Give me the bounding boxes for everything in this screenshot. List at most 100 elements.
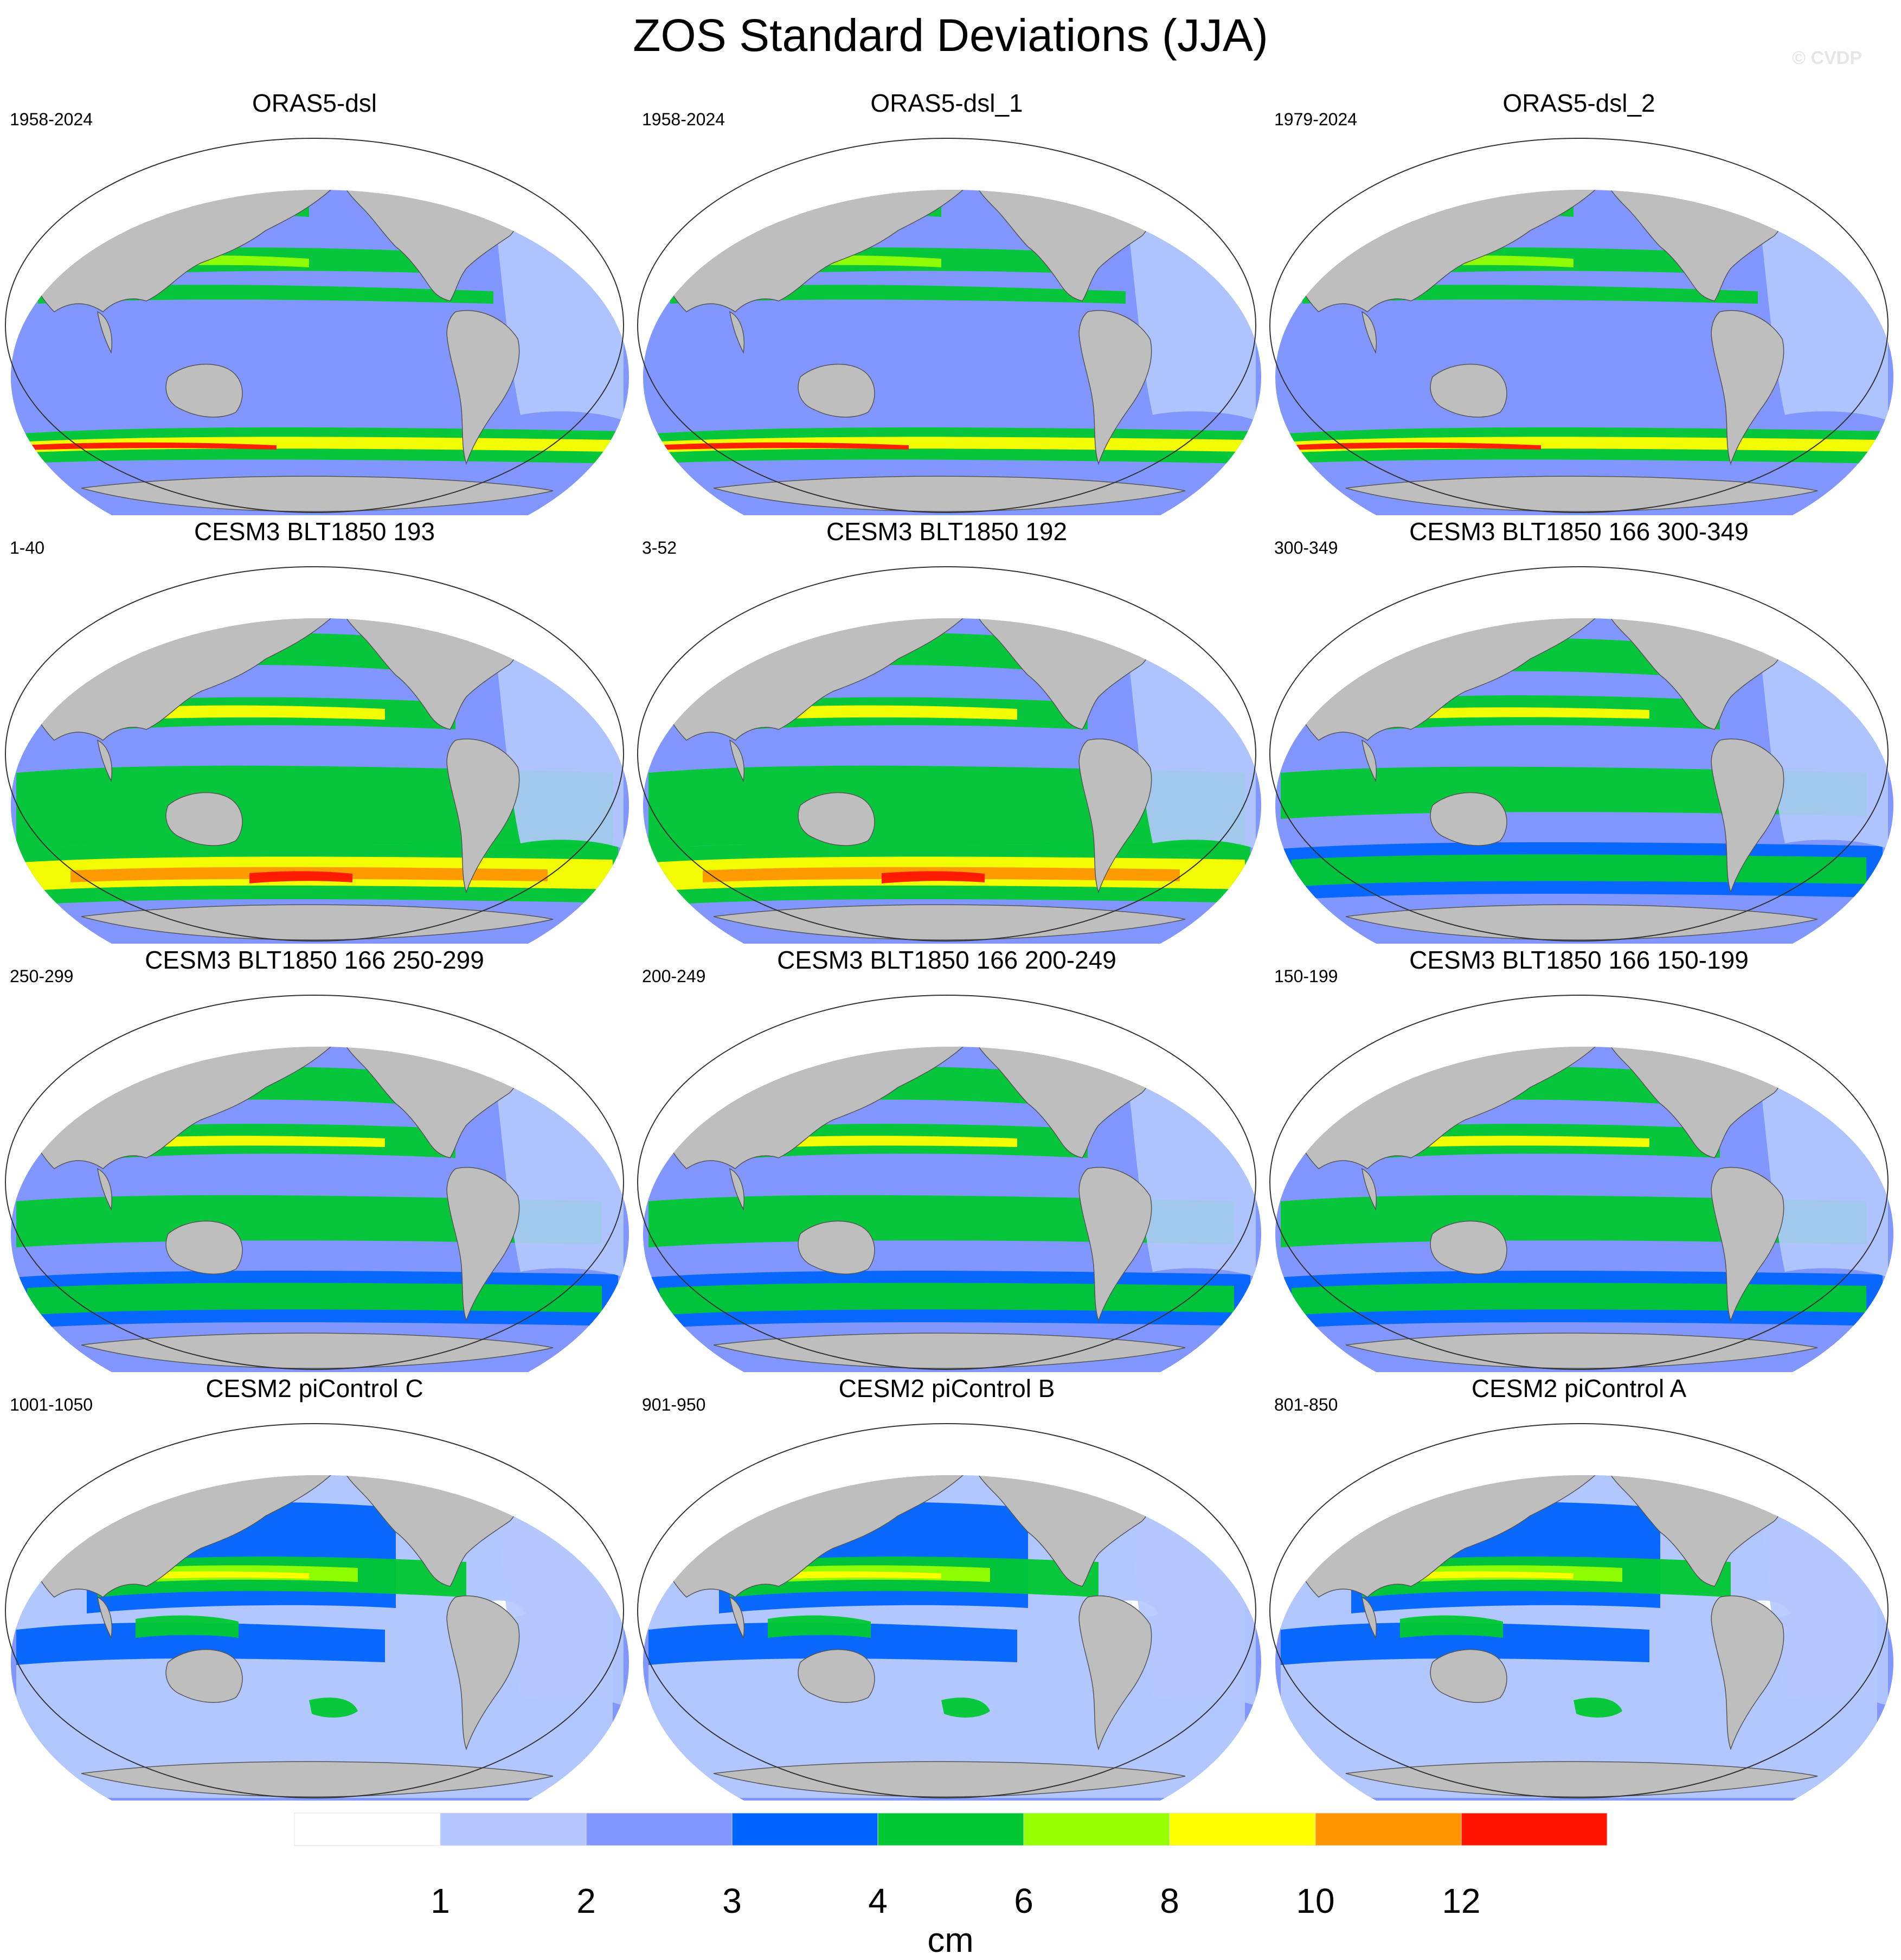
colorbar-swatch xyxy=(294,1812,441,1846)
antarctica-land xyxy=(1345,1761,1818,1797)
map-panel: CESM2 piControl C 1001-1050 xyxy=(0,1372,629,1801)
india-land xyxy=(1361,739,1377,783)
robinson-map xyxy=(1269,138,1893,515)
greenland-land xyxy=(1746,1047,1807,1060)
map-border xyxy=(5,1423,624,1798)
india-land xyxy=(1361,1168,1377,1211)
australia-land xyxy=(165,792,243,846)
australia-land xyxy=(1430,792,1507,846)
antarctica-land xyxy=(713,1333,1186,1369)
antarctica-land xyxy=(1345,476,1818,512)
colorbar-swatch xyxy=(1461,1812,1608,1846)
south-america-land xyxy=(1711,310,1784,465)
colorbar-swatch xyxy=(1169,1812,1316,1846)
sd-anomaly-band xyxy=(762,1571,941,1580)
sd-anomaly-band xyxy=(1400,1615,1503,1638)
india-land xyxy=(97,1596,112,1639)
colorbar-swatch xyxy=(440,1812,587,1846)
sd-anomaly-band xyxy=(1574,1698,1622,1718)
antarctica-land xyxy=(1345,904,1818,940)
sd-anomaly-band xyxy=(768,1615,871,1638)
india-land xyxy=(729,311,744,354)
australia-land xyxy=(798,792,875,846)
south-america-land xyxy=(446,1167,520,1322)
robinson-map xyxy=(1269,995,1893,1372)
colorbar-tick-label: 1 xyxy=(431,1881,450,1920)
colorbar-tick-label: 12 xyxy=(1442,1881,1481,1920)
australia-land xyxy=(798,1220,875,1274)
sd-anomaly-band xyxy=(1292,854,1866,887)
sd-anomaly-band xyxy=(1395,1571,1574,1580)
map-panel: CESM3 BLT1850 166 250-299 250-299 xyxy=(0,944,629,1372)
map-border xyxy=(1269,1423,1889,1798)
map-panel: CESM3 BLT1850 166 150-199 150-199 xyxy=(1264,944,1893,1372)
panel-period: 801-850 xyxy=(1274,1395,1338,1414)
panel-title: CESM3 BLT1850 193 xyxy=(194,517,435,546)
panel-period: 1-40 xyxy=(10,538,45,558)
greenland-land xyxy=(1114,1475,1175,1489)
sd-anomaly-band xyxy=(249,871,352,883)
sd-anomaly-band xyxy=(22,442,277,450)
colorbar-tick-label: 4 xyxy=(868,1881,888,1920)
australia-land xyxy=(1430,1649,1507,1703)
map-border xyxy=(637,566,1256,941)
sd-anomaly-band xyxy=(648,1622,1017,1665)
map-panel: CESM2 piControl A 801-850 xyxy=(1264,1372,1893,1801)
australia-land xyxy=(1430,1220,1507,1274)
map-panel: CESM3 BLT1850 166 200-249 200-249 xyxy=(632,944,1261,1372)
greenland-land xyxy=(1746,618,1807,632)
sd-anomaly-band xyxy=(136,1615,239,1638)
panel-period: 300-349 xyxy=(1274,538,1338,558)
map-panel: CESM3 BLT1850 192 3-52 xyxy=(632,515,1261,944)
antarctica-land xyxy=(81,1761,554,1797)
panel-title: CESM3 BLT1850 192 xyxy=(826,517,1068,546)
greenland-land xyxy=(1114,190,1175,203)
south-america-land xyxy=(1711,738,1784,894)
robinson-map xyxy=(5,995,629,1372)
map-panel: ORAS5-dsl_1 1958-2024 xyxy=(632,87,1261,515)
colorbar-tick-label: 8 xyxy=(1160,1881,1179,1920)
robinson-map xyxy=(637,138,1261,515)
robinson-map xyxy=(5,138,629,515)
map-border xyxy=(5,995,624,1370)
india-land xyxy=(97,1168,112,1211)
sd-anomaly-band xyxy=(1292,1283,1866,1315)
south-america-land xyxy=(1078,310,1152,465)
panel-period: 1958-2024 xyxy=(642,110,725,129)
map-panel: ORAS5-dsl 1958-2024 xyxy=(0,87,629,515)
colorbar-swatch xyxy=(731,1812,878,1846)
sd-anomaly-band xyxy=(16,1622,385,1665)
greenland-land xyxy=(1746,190,1807,203)
map-border xyxy=(637,1423,1256,1798)
colorbar-tick-label: 6 xyxy=(1014,1881,1033,1920)
antarctica-land xyxy=(713,904,1186,940)
india-land xyxy=(729,1168,744,1211)
sd-anomaly-band xyxy=(654,442,909,450)
australia-land xyxy=(165,363,243,418)
map-border xyxy=(5,138,624,513)
panel-period: 200-249 xyxy=(642,966,706,986)
colorbar-tick-label: 3 xyxy=(722,1881,742,1920)
colorbar-swatch xyxy=(1023,1812,1170,1846)
south-america-land xyxy=(1711,1595,1784,1751)
antarctica-land xyxy=(713,1761,1186,1797)
australia-land xyxy=(798,363,875,418)
panel-period: 1979-2024 xyxy=(1274,110,1358,129)
colorbar-swatch xyxy=(877,1812,1024,1846)
greenland-land xyxy=(481,618,543,632)
map-border xyxy=(1269,138,1889,513)
south-america-land xyxy=(446,1595,520,1751)
sd-anomaly-band xyxy=(659,1283,1234,1315)
sd-anomaly-band xyxy=(309,1698,358,1718)
map-border xyxy=(637,995,1256,1370)
india-land xyxy=(97,311,112,354)
robinson-map xyxy=(637,1423,1261,1801)
panel-period: 901-950 xyxy=(642,1395,706,1414)
south-america-land xyxy=(1078,738,1152,894)
sd-anomaly-band xyxy=(1286,442,1541,450)
sd-anomaly-band xyxy=(1281,1622,1649,1665)
panel-period: 3-52 xyxy=(642,538,677,558)
india-land xyxy=(1361,311,1377,354)
australia-land xyxy=(798,1649,875,1703)
map-border xyxy=(1269,566,1889,941)
